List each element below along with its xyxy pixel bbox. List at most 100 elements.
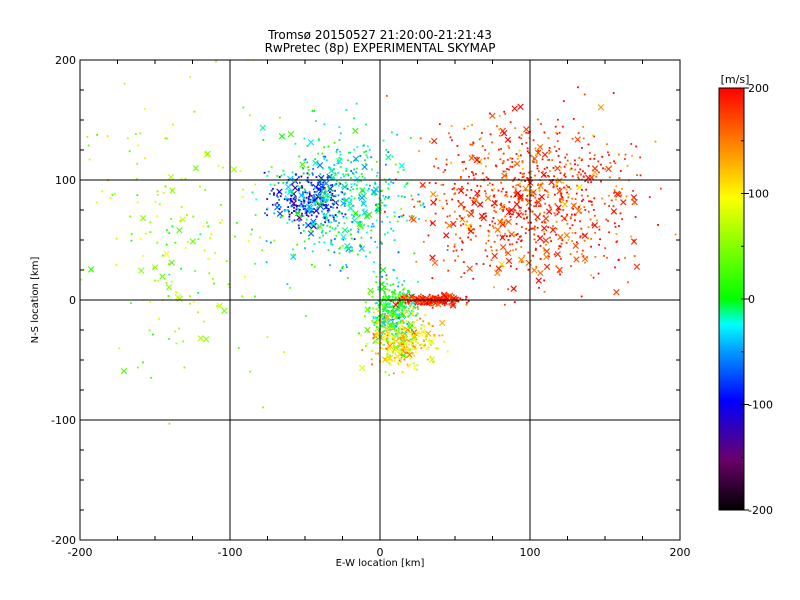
scatter-dot <box>452 301 455 303</box>
y-axis-label: N-S location [km] <box>30 257 41 344</box>
scatter-dot <box>342 185 345 187</box>
scatter-dot <box>208 272 211 275</box>
scatter-dot <box>502 160 505 162</box>
scatter-dot <box>324 155 327 158</box>
scatter-dot <box>329 264 331 267</box>
scatter-dot <box>333 238 336 240</box>
scatter-cross <box>316 223 324 230</box>
scatter-dot <box>412 348 415 351</box>
scatter-dot <box>320 188 323 191</box>
scatter-cross <box>466 265 473 272</box>
scatter-dot <box>612 205 615 208</box>
scatter-cross <box>534 213 541 221</box>
scatter-dot <box>531 254 534 257</box>
scatter-dot <box>372 225 375 228</box>
scatter-dot <box>355 167 358 170</box>
scatter-dot <box>243 275 246 278</box>
scatter-dot <box>605 218 608 221</box>
scatter-dot <box>457 300 460 302</box>
scatter-cross <box>597 104 605 111</box>
colorbar-tick-label: 200 <box>748 82 769 95</box>
scatter-dot <box>530 170 533 173</box>
scatter-dot <box>615 241 618 244</box>
scatter-dot <box>584 261 586 264</box>
scatter-dot <box>566 191 568 194</box>
scatter-dot <box>547 226 550 229</box>
scatter-dot <box>308 173 311 176</box>
scatter-dot <box>487 234 490 237</box>
scatter-dot <box>189 302 192 305</box>
scatter-dot <box>405 305 407 308</box>
scatter-dot <box>548 204 551 207</box>
scatter-dot <box>390 300 392 302</box>
scatter-dot <box>390 318 392 321</box>
scatter-dot <box>292 210 295 212</box>
scatter-dot <box>330 242 332 244</box>
scatter-dot <box>372 261 375 264</box>
scatter-dot <box>385 181 387 183</box>
scatter-dot <box>307 202 310 205</box>
scatter-dot <box>419 317 422 320</box>
scatter-dot <box>316 181 319 184</box>
scatter-dot <box>416 364 419 367</box>
scatter-dot <box>384 196 387 198</box>
scatter-dot <box>330 243 333 246</box>
scatter-dot <box>352 204 355 207</box>
y-tick-label: -100 <box>51 414 76 427</box>
scatter-dot <box>577 86 579 89</box>
scatter-dot <box>279 195 282 198</box>
scatter-cross <box>531 267 538 274</box>
scatter-cross <box>120 367 128 375</box>
scatter-dot <box>351 172 354 174</box>
scatter-dot <box>183 366 186 369</box>
scatter-dot <box>323 146 326 149</box>
scatter-dot <box>407 289 410 292</box>
scatter-cross <box>419 181 426 189</box>
scatter-dot <box>523 217 526 220</box>
scatter-dot <box>347 159 349 162</box>
scatter-dot <box>624 256 626 259</box>
scatter-dot <box>527 221 530 224</box>
scatter-dot <box>387 341 389 344</box>
scatter-dot <box>389 354 391 357</box>
scatter-dot <box>453 296 456 299</box>
scatter-dot <box>363 151 366 153</box>
scatter-dot <box>309 201 312 204</box>
scatter-dot <box>393 315 396 317</box>
scatter-cross <box>316 201 323 208</box>
scatter-dot <box>345 170 348 172</box>
scatter-dot <box>521 213 524 216</box>
scatter-dot <box>456 300 458 303</box>
scatter-dot <box>328 188 331 191</box>
scatter-dot <box>336 206 338 209</box>
scatter-dot <box>407 327 409 329</box>
scatter-dot <box>405 295 408 298</box>
scatter-dot <box>303 240 306 243</box>
scatter-dot <box>321 196 324 199</box>
scatter-dot <box>386 282 389 285</box>
scatter-dot <box>375 326 378 329</box>
scatter-dot <box>625 195 628 198</box>
scatter-dot <box>578 206 580 208</box>
scatter-dot <box>325 159 328 162</box>
scatter-dot <box>185 214 188 216</box>
scatter-dot <box>310 263 313 266</box>
scatter-dot <box>165 229 168 231</box>
scatter-cross <box>430 191 437 198</box>
scatter-dot <box>432 298 435 301</box>
scatter-dot <box>328 209 331 212</box>
scatter-dot <box>453 193 456 195</box>
scatter-dot <box>307 195 310 198</box>
scatter-dot <box>393 338 396 341</box>
scatter-dot <box>507 229 510 232</box>
scatter-dot <box>367 187 370 190</box>
scatter-dot <box>443 297 446 300</box>
scatter-dot <box>411 294 414 296</box>
scatter-dot <box>342 238 345 241</box>
scatter-dot <box>543 233 546 235</box>
scatter-dot <box>613 191 615 194</box>
scatter-dot <box>499 158 502 161</box>
scatter-dot <box>526 177 529 179</box>
scatter-dot <box>359 220 362 223</box>
scatter-dot <box>294 142 297 145</box>
